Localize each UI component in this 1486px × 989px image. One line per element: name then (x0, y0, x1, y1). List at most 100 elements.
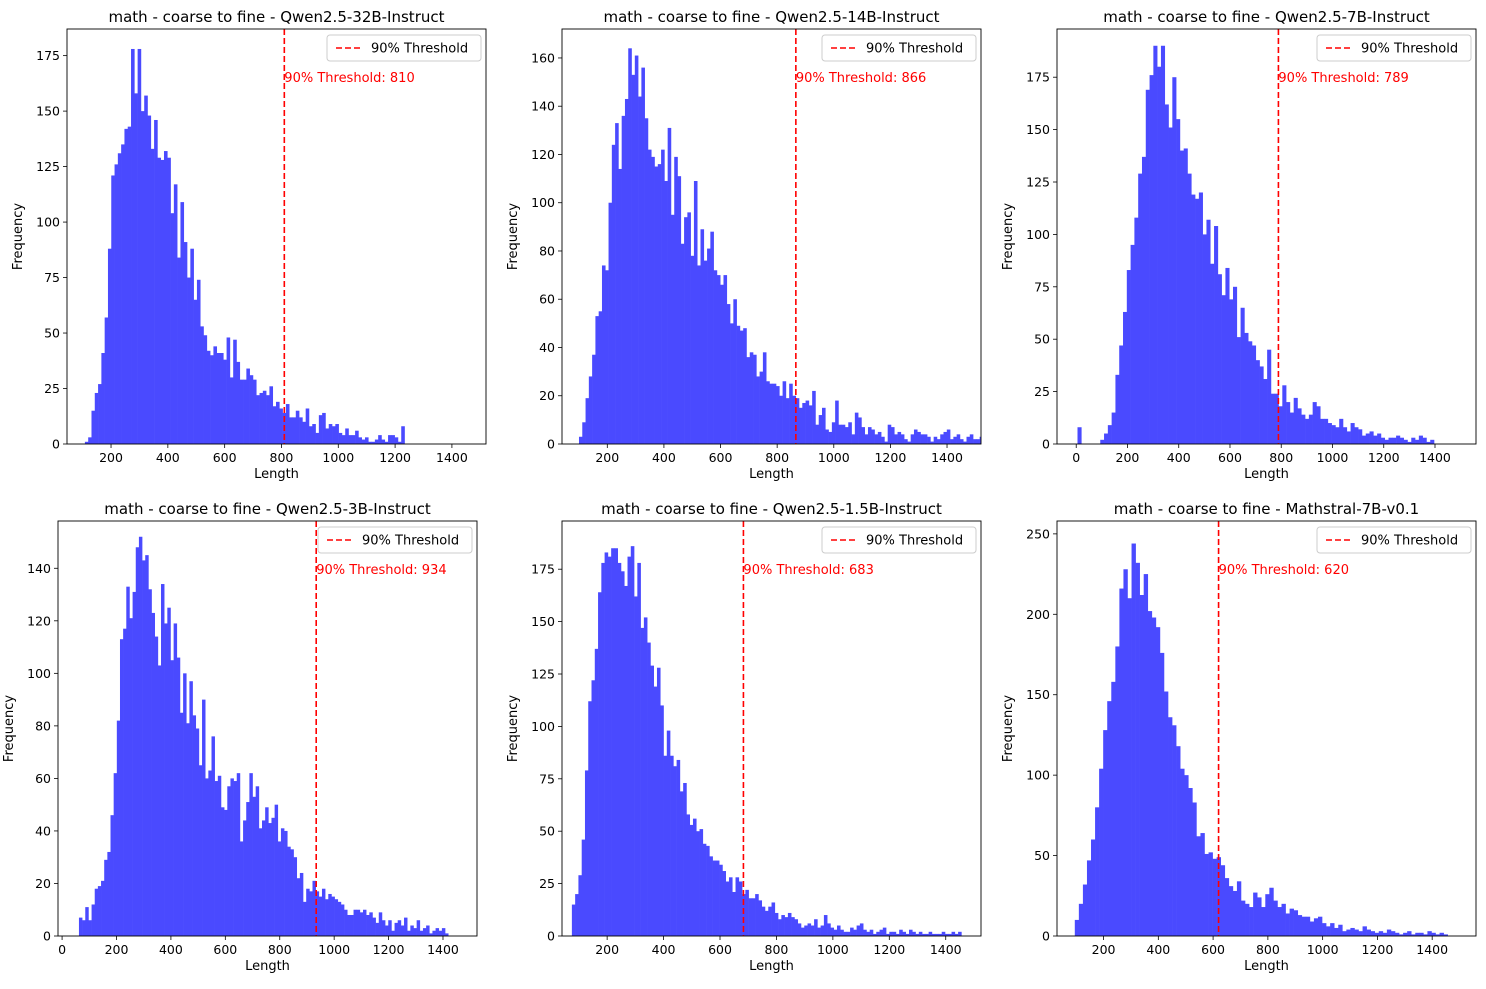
y-tick-label: 40 (539, 340, 555, 355)
histogram-bar (1320, 418, 1325, 444)
histogram-bar (973, 439, 977, 444)
histogram-bar (312, 424, 316, 444)
histogram-bar (1411, 934, 1416, 936)
histogram-bar (252, 379, 257, 444)
histogram-bar (239, 379, 244, 444)
histogram-bar (1164, 104, 1169, 444)
histogram-bar (697, 265, 701, 444)
histogram-bar (1403, 932, 1408, 936)
histogram-bar (1139, 594, 1145, 936)
histogram-bar (637, 562, 641, 936)
histogram-bar (670, 755, 674, 936)
y-tick-label: 60 (539, 292, 555, 307)
histogram-bar (719, 864, 723, 936)
histogram-bar (110, 815, 114, 936)
y-tick-label: 175 (531, 562, 555, 577)
histogram-bar (1274, 393, 1279, 444)
histogram-bar (312, 880, 316, 936)
histogram-bar (150, 148, 155, 444)
x-tick-label: 1200 (379, 450, 411, 465)
histogram-bar (628, 48, 632, 444)
bars (1077, 45, 1435, 444)
histogram-bar (835, 400, 839, 444)
histogram-bar (1099, 768, 1104, 936)
histogram-bar (167, 157, 171, 444)
y-axis-label: Frequency (1001, 695, 1016, 762)
histogram-bar (1322, 923, 1327, 936)
histogram-bar (198, 765, 203, 936)
histogram-bar (677, 176, 682, 444)
histogram-bar (1187, 173, 1192, 444)
histogram-bar (979, 436, 981, 444)
histogram-bar (1216, 857, 1222, 936)
histogram-bar (732, 891, 736, 936)
legend: 90% Threshold (1316, 34, 1472, 62)
histogram-bar (1217, 274, 1222, 444)
x-tick-label: 200 (1092, 942, 1116, 957)
histogram-bar (137, 48, 142, 444)
histogram-bar (164, 623, 168, 936)
x-tick-label: 200 (595, 942, 619, 957)
histogram-bar (206, 350, 211, 444)
histogram-bar (840, 929, 844, 936)
histogram-bar (854, 412, 859, 444)
histogram-bar (138, 536, 143, 936)
histogram-bar (638, 96, 642, 444)
histogram-bar (259, 392, 264, 444)
histogram-bar (736, 325, 741, 444)
histogram-bar (217, 775, 222, 936)
histogram-bar (1078, 903, 1084, 936)
histogram-bar (769, 383, 774, 444)
histogram-bar (391, 435, 395, 444)
histogram-bar (751, 898, 756, 936)
histogram-bar (1119, 588, 1124, 936)
histogram-bar (388, 435, 392, 444)
x-tick-label: 0 (1072, 450, 1080, 465)
histogram-bar (180, 202, 185, 444)
histogram-bar (700, 229, 705, 444)
histogram-bar (385, 925, 389, 936)
histogram-bar (192, 715, 197, 936)
histogram-bar (585, 398, 590, 444)
histogram-bar (1236, 337, 1241, 444)
histogram-bar (859, 923, 864, 936)
x-tick-label: 400 (652, 450, 676, 465)
histogram-bar (355, 430, 359, 444)
histogram-bar (784, 917, 789, 936)
x-tick-label: 1400 (427, 942, 459, 957)
x-axis-label: Length (749, 959, 794, 974)
histogram-bar (132, 591, 137, 936)
histogram-bar (725, 881, 730, 936)
histogram-bar (879, 929, 884, 936)
histogram-bar (1289, 412, 1294, 444)
y-tick-label: 0 (1042, 929, 1050, 944)
histogram-bar (1009, 439, 1013, 444)
histogram-bar (936, 439, 941, 444)
histogram-bar (223, 359, 227, 444)
histogram-bar (1198, 192, 1203, 444)
legend-label: 90% Threshold (866, 42, 963, 57)
y-tick-label: 80 (539, 243, 555, 258)
histogram-bar (157, 665, 162, 936)
legend: 90% Threshold (317, 526, 473, 554)
histogram-bar (211, 736, 215, 936)
histogram-bar (871, 429, 875, 444)
histogram-bar (869, 929, 874, 936)
histogram-bar (764, 910, 769, 936)
histogram-bar (1233, 286, 1238, 444)
histogram-bar (249, 375, 254, 444)
x-tick-label: 200 (595, 450, 619, 465)
histogram-bar (920, 434, 925, 444)
histogram-bar (1394, 932, 1400, 936)
histogram-bar (778, 919, 782, 936)
y-tick-label: 150 (531, 614, 555, 629)
y-axis-label: Frequency (506, 203, 521, 270)
histogram-bar (822, 407, 826, 444)
histogram-bar (296, 878, 301, 936)
histogram-bar (1350, 927, 1355, 936)
histogram-bar (397, 920, 402, 936)
histogram-bar (157, 157, 161, 444)
histogram-bar (1183, 148, 1188, 444)
histogram-bar (959, 439, 964, 444)
x-axis-label: Length (254, 467, 299, 482)
